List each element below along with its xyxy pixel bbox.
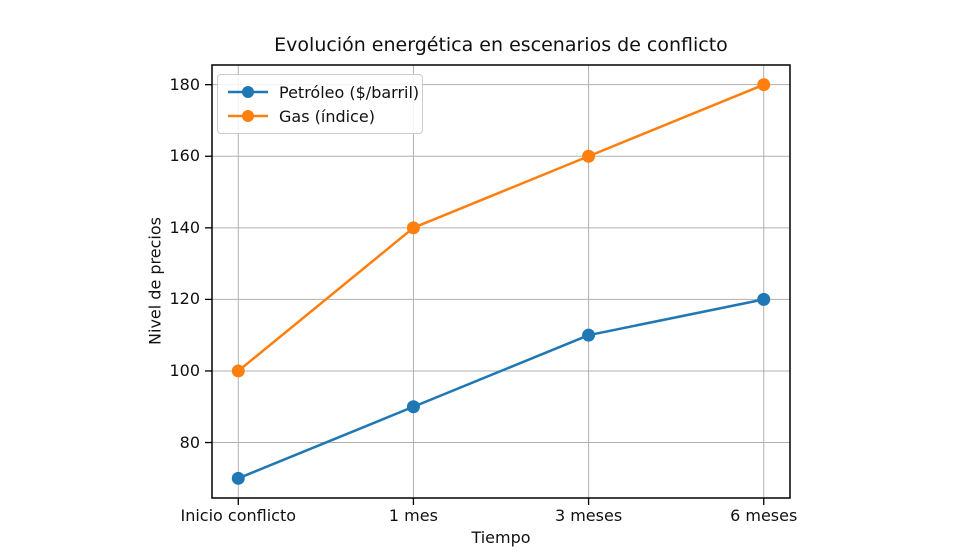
y-tick-label: 120 [169, 289, 200, 309]
x-tick-label: Inicio conflicto [180, 506, 297, 525]
chart-title: Evolución energética en escenarios de co… [274, 34, 728, 56]
legend-label: Petróleo ($/barril) [279, 82, 420, 102]
line-marker-sample-icon [228, 86, 268, 98]
legend: Petróleo ($/barril) Gas (índice) [217, 74, 423, 134]
x-tick-label: 6 meses [730, 506, 798, 525]
x-tick-label: 3 meses [554, 506, 623, 525]
y-tick-label: 160 [169, 146, 200, 166]
y-tick-label: 80 [179, 432, 200, 452]
legend-item-petroleo: Petróleo ($/barril) [226, 80, 419, 104]
line-marker-sample-icon [228, 110, 268, 122]
y-tick-label: 180 [169, 74, 200, 94]
legend-item-gas: Gas (índice) [226, 104, 414, 128]
legend-label: Gas (índice) [279, 106, 375, 126]
x-tick-label: 1 mes [388, 506, 438, 525]
y-tick-label: 100 [169, 360, 200, 380]
x-axis-label: Tiempo [471, 528, 531, 547]
y-tick-label: 140 [169, 217, 200, 237]
